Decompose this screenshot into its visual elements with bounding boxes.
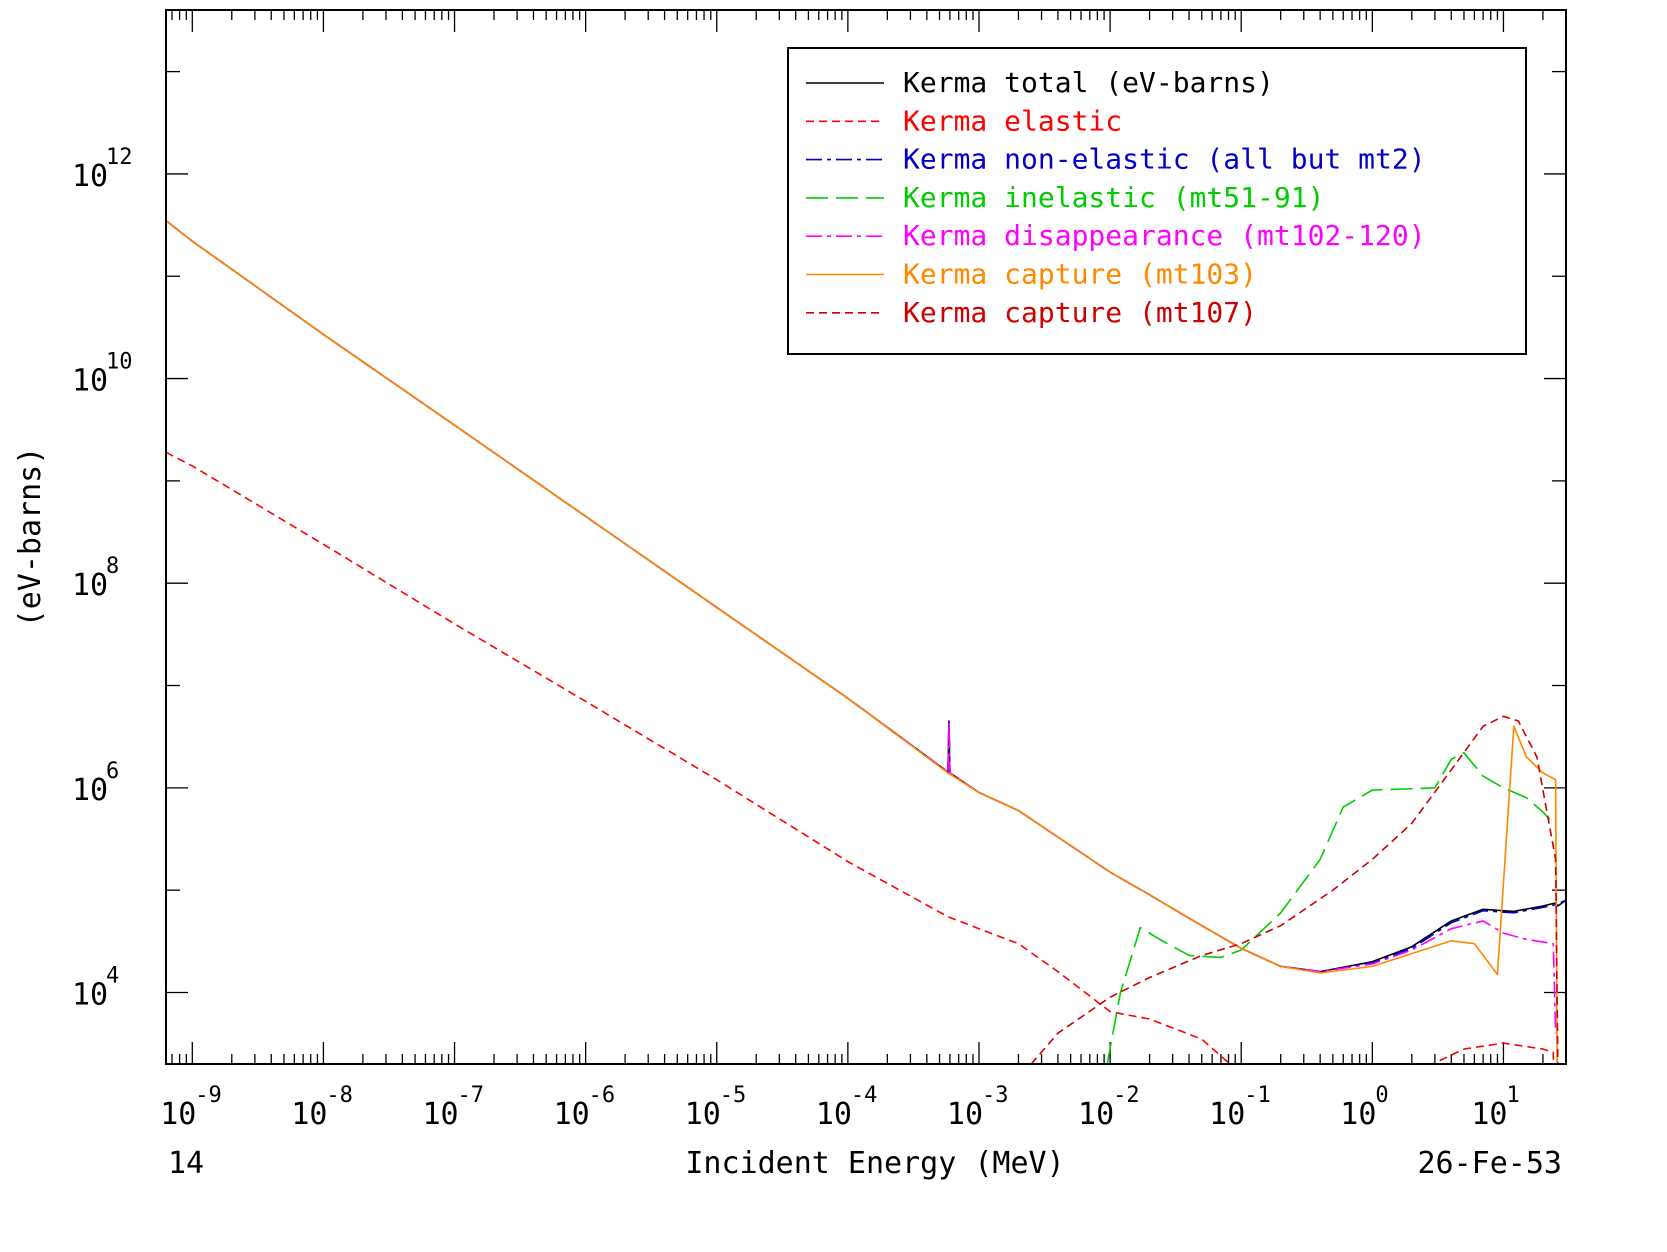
x-tick-exponent: -9 (195, 1083, 222, 1108)
legend-label: Kerma elastic (903, 104, 1122, 137)
legend: Kerma total (eV-barns) Kerma elastic Kerma… (787, 47, 1527, 355)
footer-right-label: 26-Fe-53 (1418, 1146, 1563, 1181)
legend-label: Kerma inelastic (mt51-91) (903, 181, 1324, 214)
x-tick-exponent: -1 (1244, 1083, 1271, 1108)
x-tick-label: 10 (816, 1097, 852, 1132)
y-tick-exponent: 10 (106, 350, 133, 375)
x-tick-exponent: -4 (851, 1083, 878, 1108)
footer-left-label: 14 (168, 1146, 204, 1181)
y-axis-title: (eV-barns) (13, 447, 48, 628)
legend-box (787, 47, 1527, 355)
series-layer (166, 219, 1566, 1064)
x-tick-labels: 10-910-810-710-610-510-410-310-210-11001… (160, 1083, 1519, 1132)
legend-label: Kerma total (eV-barns) (903, 66, 1274, 99)
x-tick-label: 10 (291, 1097, 327, 1132)
legend-label: Kerma disappearance (mt102-120) (903, 219, 1426, 252)
x-tick-label: 10 (160, 1097, 196, 1132)
legend-label: Kerma capture (mt103) (903, 258, 1257, 291)
x-tick-label: 10 (1471, 1097, 1507, 1132)
legend-label: Kerma capture (mt107) (903, 296, 1257, 329)
y-tick-label: 10 (72, 773, 108, 808)
x-tick-label: 10 (1340, 1097, 1376, 1132)
plot-frame (165, 9, 1567, 1065)
y-tick-exponent: 12 (106, 145, 133, 170)
x-tick-exponent: -5 (720, 1083, 747, 1108)
y-tick-label: 10 (72, 568, 108, 603)
x-tick-label: 10 (947, 1097, 983, 1132)
x-tick-exponent: 1 (1506, 1083, 1519, 1108)
series-line-3 (1106, 752, 1554, 1064)
major-ticks (166, 10, 1566, 1064)
y-tick-label: 10 (72, 977, 108, 1012)
x-tick-exponent: -3 (982, 1083, 1009, 1108)
x-tick-exponent: -2 (1113, 1083, 1140, 1108)
x-tick-label: 10 (554, 1097, 590, 1132)
series-line-6 (1030, 715, 1559, 1064)
x-tick-label: 10 (422, 1097, 458, 1132)
y-tick-exponent: 4 (106, 963, 119, 988)
minor-ticks (166, 10, 1567, 1064)
x-tick-exponent: -6 (589, 1083, 616, 1108)
x-tick-label: 10 (1078, 1097, 1114, 1132)
x-axis-title: Incident Energy (MeV) (685, 1146, 1064, 1181)
series-line-1 (166, 451, 1555, 1064)
series-line-5 (166, 219, 1558, 1064)
y-tick-label: 10 (72, 364, 108, 399)
y-tick-exponent: 8 (106, 554, 119, 579)
x-tick-exponent: 0 (1375, 1083, 1388, 1108)
x-tick-label: 10 (1209, 1097, 1245, 1132)
x-tick-label: 10 (685, 1097, 721, 1132)
y-tick-label: 10 (72, 159, 108, 194)
legend-label: Kerma non-elastic (all but mt2) (903, 143, 1426, 176)
x-tick-exponent: -8 (326, 1083, 353, 1108)
y-tick-exponent: 6 (106, 759, 119, 784)
x-tick-exponent: -7 (458, 1083, 485, 1108)
